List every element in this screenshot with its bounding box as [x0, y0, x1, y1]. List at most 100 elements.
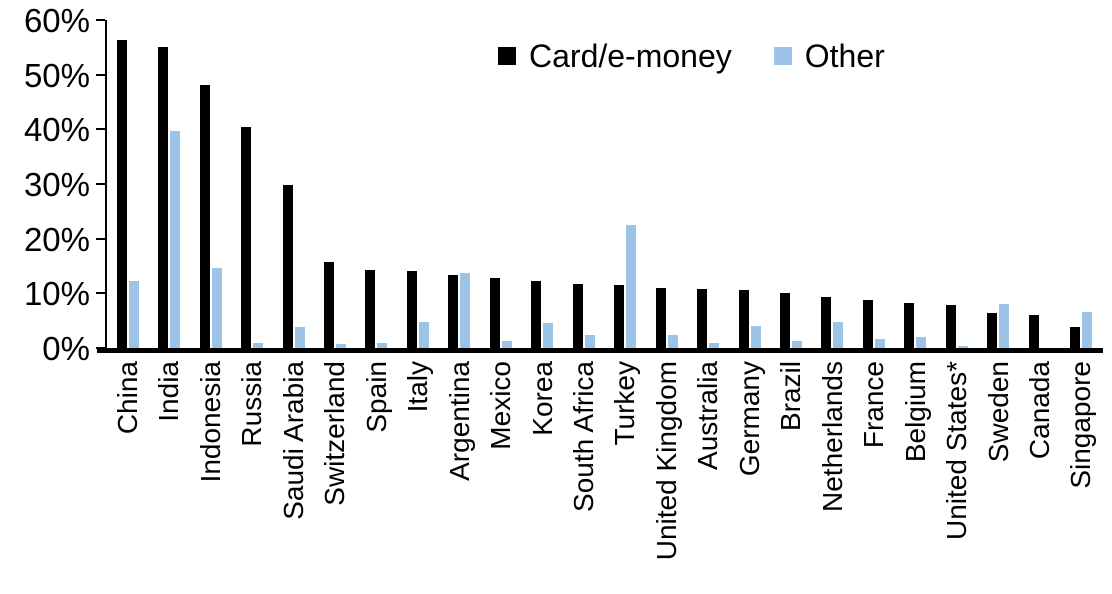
- bar-group-turkey: [604, 20, 645, 348]
- bar-other: [999, 304, 1010, 348]
- x-axis-label-slot: Indonesia: [190, 361, 231, 586]
- bar-group-saudi-arabia: [273, 20, 314, 348]
- bar-group-australia: [687, 20, 728, 348]
- y-axis-tick-mark: [96, 19, 105, 21]
- bar-card-emoney: [655, 287, 666, 348]
- bar-other: [667, 335, 678, 348]
- legend-swatch-card-emoney-icon: [498, 47, 516, 65]
- bar-group-russia: [231, 20, 272, 348]
- y-axis-tick-label: 40%: [23, 111, 90, 149]
- y-axis-tick-label: 60%: [23, 2, 90, 39]
- x-axis-category-label: Korea: [526, 361, 558, 436]
- bar-group-united-kingdom: [646, 20, 687, 348]
- x-axis-category-label: India: [153, 361, 185, 422]
- x-axis-category-label: Belgium: [899, 361, 931, 463]
- bar-group-belgium: [895, 20, 936, 348]
- bar-group-india: [148, 20, 189, 348]
- x-axis-label-slot: South Africa: [563, 361, 604, 586]
- x-axis-label-slot: Italy: [397, 361, 438, 586]
- x-axis-label-slot: Netherlands: [812, 361, 853, 586]
- bar-other: [418, 322, 429, 348]
- bar-group-korea: [522, 20, 563, 348]
- bar-other: [170, 131, 181, 348]
- y-axis-tick-mark: [96, 183, 105, 185]
- legend-item-card-emoney: Card/e-money: [498, 40, 732, 72]
- bar-group-south-africa: [563, 20, 604, 348]
- x-axis-label-slot: Argentina: [439, 361, 480, 586]
- legend-swatch-other-icon: [773, 47, 792, 65]
- bar-card-emoney: [821, 297, 832, 348]
- x-axis-label-slot: India: [148, 361, 189, 586]
- bar-card-emoney: [406, 270, 417, 348]
- x-axis-label-slot: Germany: [729, 361, 770, 586]
- bar-card-emoney: [1070, 326, 1081, 348]
- chart-legend: Card/e-money Other: [498, 36, 885, 76]
- x-axis-category-label: Saudi Arabia: [277, 361, 309, 520]
- bar-card-emoney: [904, 303, 915, 348]
- x-axis-category-label: Indonesia: [194, 361, 226, 483]
- x-axis-category-label: South Africa: [568, 361, 600, 512]
- bar-group-sweden: [978, 20, 1019, 348]
- bar-card-emoney: [282, 184, 293, 348]
- bar-group-switzerland: [314, 20, 355, 348]
- x-axis-category-label: Sweden: [982, 361, 1014, 463]
- x-axis-category-label: Singapore: [1065, 361, 1097, 489]
- x-axis-category-label: Spain: [360, 361, 392, 433]
- x-axis-label-slot: Russia: [231, 361, 272, 586]
- bar-other: [791, 341, 802, 348]
- x-axis-category-label: Brazil: [775, 361, 807, 432]
- bar-other: [211, 268, 222, 348]
- bar-card-emoney: [241, 126, 252, 348]
- bar-other: [1082, 311, 1093, 348]
- bar-card-emoney: [199, 84, 210, 348]
- x-axis-category-label: China: [112, 361, 144, 435]
- bar-group-singapore: [1060, 20, 1101, 348]
- bar-group-united-states: [936, 20, 977, 348]
- bar-group-france: [853, 20, 894, 348]
- bar-group-canada: [1019, 20, 1060, 348]
- x-axis-label-slot: Spain: [356, 361, 397, 586]
- bar-other: [128, 280, 139, 348]
- x-axis-category-label: Mexico: [485, 361, 517, 450]
- y-axis-tick-label: 20%: [23, 220, 90, 258]
- bar-other: [709, 342, 720, 348]
- x-axis-label-slot: Mexico: [480, 361, 521, 586]
- legend-label-card-emoney: Card/e-money: [529, 38, 732, 74]
- y-axis-tick-mark: [96, 292, 105, 295]
- x-axis-category-label: Australia: [692, 361, 724, 470]
- bar-other: [460, 272, 471, 348]
- x-axis-line: [97, 348, 1103, 353]
- bar-other: [874, 339, 885, 348]
- bar-group-netherlands: [812, 20, 853, 348]
- bar-card-emoney: [572, 284, 583, 348]
- bar-card-emoney: [489, 278, 500, 348]
- x-axis-category-label: Germany: [733, 361, 765, 477]
- x-axis-category-label: United Kingdom: [650, 361, 682, 561]
- bar-other: [501, 341, 512, 348]
- bar-other: [543, 322, 554, 348]
- bar-other: [377, 342, 388, 348]
- bar-card-emoney: [323, 262, 334, 348]
- x-axis-category-label: Netherlands: [816, 361, 848, 512]
- x-axis-category-label: Russia: [236, 361, 268, 447]
- bar-card-emoney: [987, 312, 998, 348]
- bar-card-emoney: [738, 290, 749, 348]
- bar-other: [916, 337, 927, 348]
- bar-card-emoney: [448, 275, 459, 348]
- bar-card-emoney: [116, 40, 127, 348]
- bar-other: [957, 346, 968, 348]
- legend-item-other: Other: [773, 40, 885, 72]
- bar-card-emoney: [614, 285, 625, 348]
- bar-group-italy: [397, 20, 438, 348]
- bar-group-indonesia: [190, 20, 231, 348]
- x-axis-category-label: Italy: [402, 361, 434, 413]
- bar-card-emoney: [531, 281, 542, 348]
- y-axis-tick-label: 0%: [42, 330, 90, 367]
- y-axis-tick-label: 30%: [23, 166, 90, 203]
- x-axis-label-slot: France: [853, 361, 894, 586]
- x-axis-category-label: Canada: [1024, 361, 1055, 460]
- x-axis-category-label: Turkey: [609, 361, 641, 446]
- x-axis-label-slot: Singapore: [1060, 361, 1101, 586]
- bar-card-emoney: [779, 293, 790, 348]
